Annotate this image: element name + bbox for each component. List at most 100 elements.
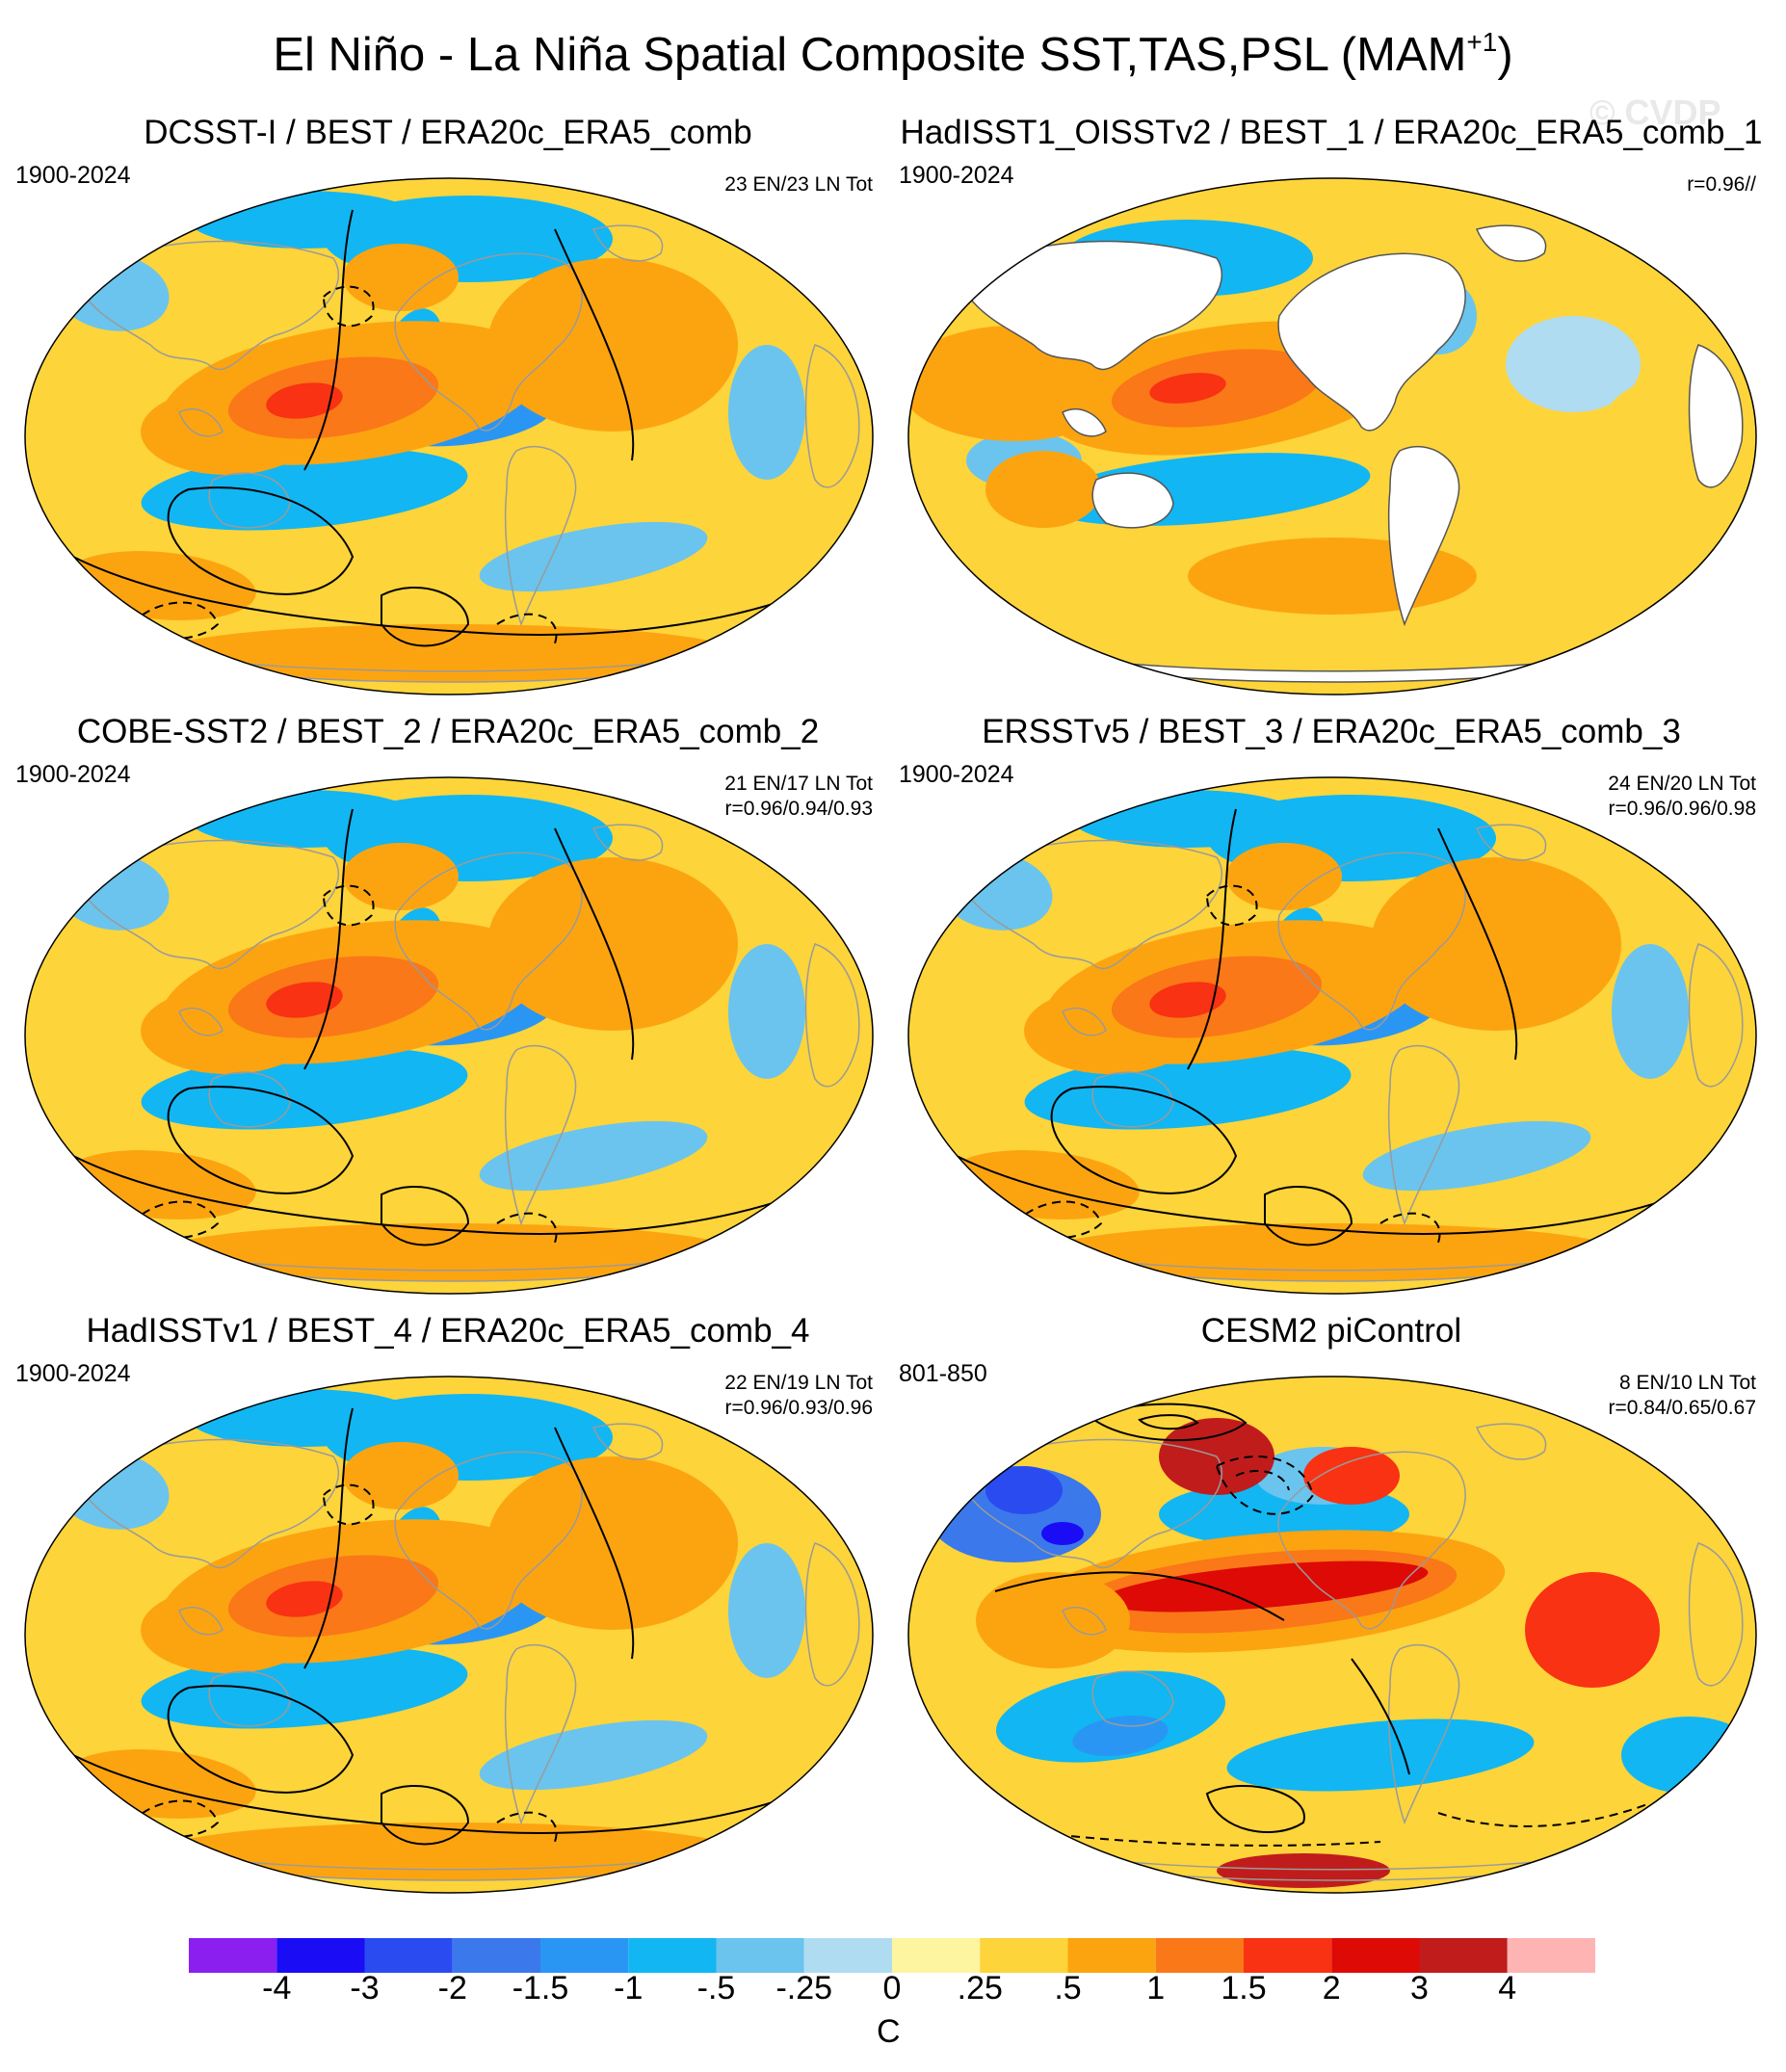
anomaly-patch xyxy=(343,1442,459,1509)
psl-contour-positive xyxy=(303,209,354,471)
psl-contour-negative xyxy=(496,1811,558,1843)
anomaly-field xyxy=(937,790,1744,1282)
coastline-south-america xyxy=(504,1643,577,1825)
anomaly-patch xyxy=(1041,1522,1084,1545)
coastline-north-america xyxy=(1277,252,1466,432)
coastline-greenland xyxy=(591,1423,664,1460)
colorbar-tick-label: 1.5 xyxy=(1221,1970,1267,2006)
anomaly-patch xyxy=(1226,1718,1535,1792)
coastline-greenland xyxy=(591,224,664,262)
coastline-australia xyxy=(208,1071,291,1128)
panel-years: 1900-2024 xyxy=(899,162,1014,189)
anomaly-patch xyxy=(1149,373,1226,404)
coastline-greenland xyxy=(591,824,664,861)
coastline-maritime-islands xyxy=(1062,408,1107,437)
coastline-north-america xyxy=(394,852,583,1031)
colorbar-tick-label: 2 xyxy=(1322,1970,1341,2006)
coastline-greenland xyxy=(1475,224,1547,262)
anomaly-patch xyxy=(343,843,459,910)
colorbar-swatch xyxy=(364,1938,453,1973)
psl-contour-negative xyxy=(322,1483,375,1526)
colorbar-swatch xyxy=(1419,1938,1508,1973)
colorbar-tick-label: .5 xyxy=(1054,1970,1082,2006)
anomaly-patch xyxy=(1149,982,1226,1018)
anomaly-patch xyxy=(487,1456,738,1630)
colorbar-units: C xyxy=(877,2013,901,2050)
psl-contour-positive xyxy=(554,827,635,1061)
colorbar-swatch xyxy=(980,1938,1068,1973)
psl-contour-positive xyxy=(72,1155,845,1235)
anomaly-patch xyxy=(487,857,738,1031)
coastline-australia xyxy=(1091,1670,1174,1727)
colorbar-tick-label: -4 xyxy=(262,1970,292,2006)
panel-years: 1900-2024 xyxy=(15,1360,131,1387)
anomaly-patch xyxy=(1592,383,1708,538)
psl-contour-negative xyxy=(1215,1456,1315,1515)
panel-event-count: 23 EN/23 LN Tot xyxy=(724,173,873,196)
anomaly-patch xyxy=(1101,1561,1429,1613)
anomaly-patch xyxy=(1535,538,1708,615)
anomaly-patch xyxy=(1217,1853,1390,1888)
panel-title: DCSST-I / BEST / ERA20c_ERA5_comb xyxy=(144,114,752,151)
coastline-africa-edge xyxy=(804,943,860,1088)
psl-contour-positive xyxy=(303,808,354,1070)
anomaly-patch xyxy=(479,1120,708,1192)
anomaly-patch xyxy=(189,1389,420,1447)
anomaly-field xyxy=(54,1389,860,1881)
figure-title-close: ) xyxy=(1497,29,1513,81)
panel-title: COBE-SST2 / BEST_2 / ERA20c_ERA5_comb_2 xyxy=(76,713,820,750)
map-panel-1: DCSST-I / BEST / ERA20c_ERA5_comb 1900-2… xyxy=(10,114,886,701)
anomaly-patch xyxy=(1535,1060,1612,1117)
map-3 xyxy=(24,776,874,1295)
colorbar-tick-label: .25 xyxy=(957,1970,1003,2006)
colorbar-swatch xyxy=(189,1938,277,1973)
colorbar-swatch xyxy=(628,1938,717,1973)
psl-contour-positive xyxy=(554,228,635,461)
psl-contour-positive xyxy=(1138,1414,1199,1430)
anomaly-patch xyxy=(651,1659,728,1717)
psl-contour-negative xyxy=(1235,1470,1290,1491)
anomaly-patch xyxy=(1226,843,1342,910)
anomaly-patch xyxy=(266,382,343,419)
coastline-north-america xyxy=(394,1451,583,1630)
colorbar-tick-label: -3 xyxy=(350,1970,380,2006)
map-panel-2: HadISST1_OISSTv2 / BEST_1 / ERA20c_ERA5_… xyxy=(893,114,1770,701)
panel-title: CESM2 piControl xyxy=(1200,1312,1462,1350)
panel-event-count: 8 EN/10 LN Tot xyxy=(1618,1372,1756,1394)
psl-contour-negative xyxy=(956,1822,1381,1847)
psl-contour-positive xyxy=(994,1571,1285,1621)
panel-event-count: 24 EN/20 LN Tot xyxy=(1608,773,1756,795)
figure-title-superscript: +1 xyxy=(1466,27,1498,57)
colorbar-swatch xyxy=(1331,1938,1420,1973)
colorbar xyxy=(189,1938,1595,1973)
coastline-asia xyxy=(72,1438,340,1569)
psl-contour-negative xyxy=(1205,884,1258,927)
psl-contour-positive xyxy=(167,1086,355,1194)
anomaly-patch xyxy=(985,1466,1063,1514)
psl-contour-negative xyxy=(322,884,375,927)
map-border xyxy=(24,177,874,695)
colorbar-tick-label: -1 xyxy=(614,1970,643,2006)
anomaly-patch xyxy=(699,1137,834,1214)
anomaly-patch xyxy=(1612,944,1689,1079)
colorbar-swatch xyxy=(276,1938,365,1973)
coastline-africa-edge xyxy=(1688,1542,1744,1687)
coastline-south-america xyxy=(504,1044,577,1226)
cvdp-watermark: © CVDP xyxy=(1589,92,1721,132)
anomaly-patch xyxy=(487,258,738,432)
figure-title-text: El Niño - La Niña Spatial Composite SST,… xyxy=(273,29,1467,81)
coastline-asia xyxy=(72,839,340,970)
map-border xyxy=(907,776,1757,1295)
panel-years: 1900-2024 xyxy=(899,761,1014,788)
map-panel-6: CESM2 piControl 801-850 8 EN/10 LN Tot r… xyxy=(893,1312,1770,1900)
map-border xyxy=(24,776,874,1295)
coastline-africa-edge xyxy=(1688,943,1744,1088)
anomaly-patch xyxy=(699,1736,834,1813)
map-6 xyxy=(907,1376,1757,1894)
anomaly-patch xyxy=(266,1581,343,1617)
anomaly-patch xyxy=(728,944,805,1079)
anomaly-patch xyxy=(479,521,708,592)
anomaly-patch xyxy=(1583,1137,1718,1214)
colorbar-swatch xyxy=(452,1938,540,1973)
coastline-australia xyxy=(208,1670,291,1727)
